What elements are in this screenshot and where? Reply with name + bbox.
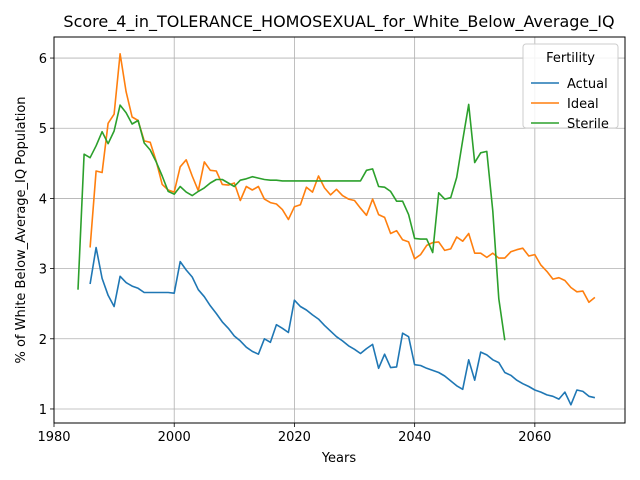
y-tick-label: 3 [39, 263, 47, 278]
legend-title: Fertility [546, 51, 595, 66]
y-tick-label: 5 [39, 122, 47, 137]
x-axis: 1980 2000 2020 2040 2060 [37, 423, 551, 445]
x-tick-label: 2020 [278, 430, 311, 445]
y-tick-label: 1 [39, 403, 47, 418]
y-tick-label: 2 [39, 333, 47, 348]
series-line-sterile [77, 103, 506, 341]
y-tick-label: 6 [39, 52, 47, 67]
y-axis-title: % of White Below_Average_IQ Population [14, 96, 29, 363]
legend-box [522, 43, 619, 129]
chart-title: Score_4_in_TOLERANCE_HOMOSEXUAL_for_Whit… [63, 12, 614, 32]
series-line-ideal [89, 53, 596, 304]
x-tick-label: 2040 [398, 430, 431, 445]
legend-label-sterile: Sterile [567, 117, 609, 132]
y-axis: 1 2 3 4 5 6 [39, 52, 54, 418]
x-axis-title: Years [321, 451, 357, 466]
series-lines [77, 53, 596, 406]
legend-label-ideal: Ideal [567, 97, 599, 112]
x-tick-label: 2060 [518, 430, 551, 445]
legend: Fertility Actual Ideal Sterile [522, 43, 619, 132]
x-tick-label: 2000 [158, 430, 191, 445]
legend-label-actual: Actual [567, 77, 608, 92]
series-line-actual [89, 246, 596, 406]
x-tick-label: 1980 [37, 430, 70, 445]
y-tick-label: 4 [39, 192, 47, 207]
plot-frame [53, 36, 626, 424]
